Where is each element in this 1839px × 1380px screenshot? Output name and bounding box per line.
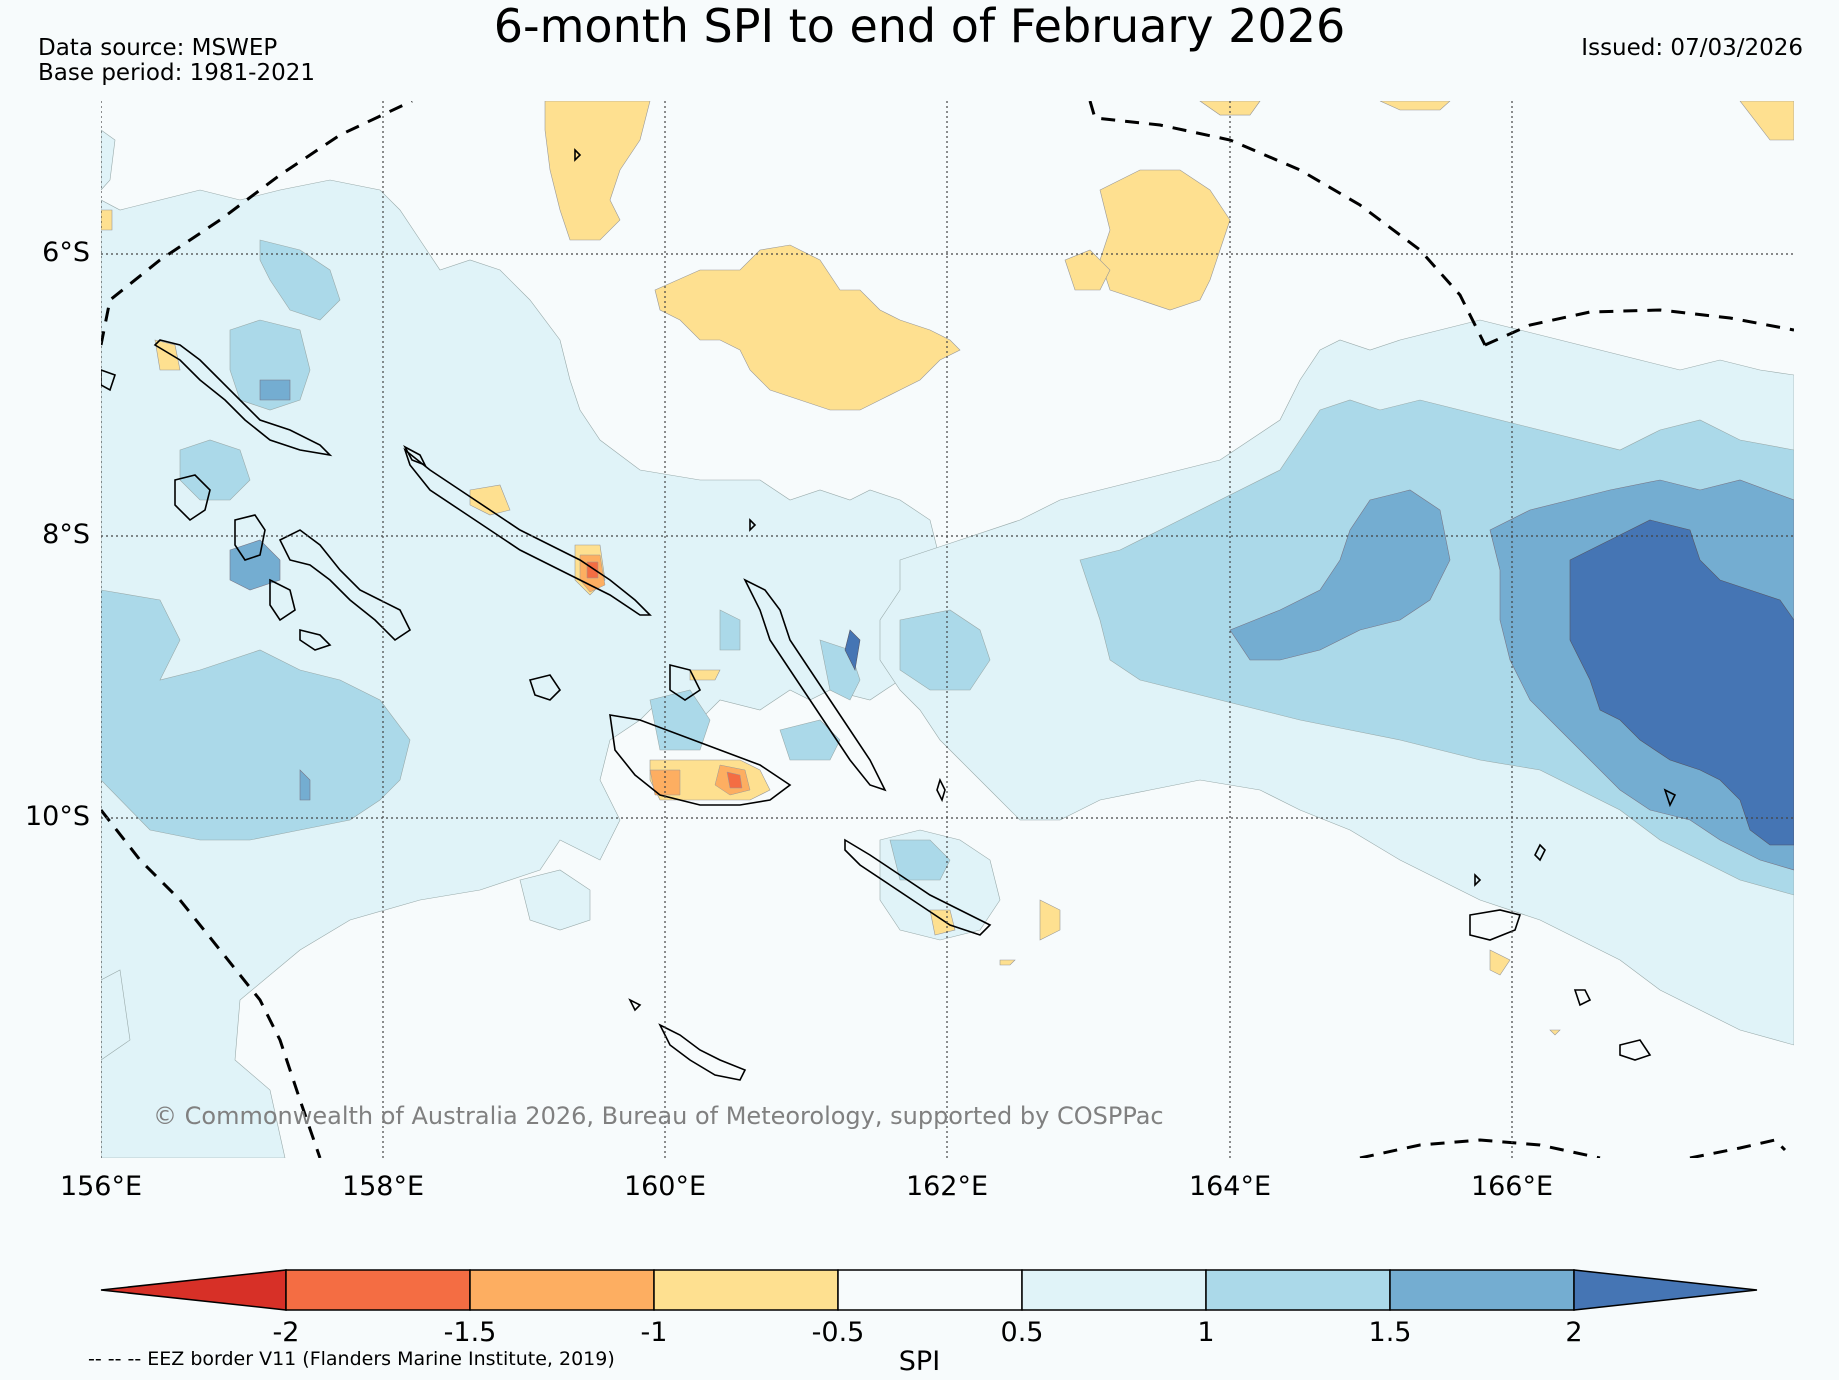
spi-map <box>101 101 1794 1158</box>
cbar-tick: -1 <box>640 1317 668 1348</box>
cbar-tick: 1 <box>1197 1317 1215 1348</box>
colorbar-label: SPI <box>898 1346 941 1377</box>
cbar-tick: 2 <box>1565 1317 1583 1348</box>
lat-label-6s: 6°S <box>42 237 90 268</box>
lon-label-160e: 160°E <box>623 1171 707 1202</box>
lon-label-158e: 158°E <box>341 1171 425 1202</box>
island-coastlines <box>101 148 1677 1081</box>
data-info: Data source: MSWEP Base period: 1981-202… <box>38 36 315 86</box>
cbar-tick: 0.5 <box>1000 1317 1044 1348</box>
lat-label-10s: 10°S <box>25 801 90 832</box>
eez-legend-note: -- -- -- EEZ border V11 (Flanders Marine… <box>88 1348 615 1370</box>
lon-label-166e: 166°E <box>1470 1171 1554 1202</box>
cbar-segment-neutral <box>837 1269 1023 1311</box>
lon-label-156e: 156°E <box>59 1171 143 1202</box>
base-period: Base period: 1981-2021 <box>38 60 316 86</box>
data-source: Data source: MSWEP <box>38 35 278 61</box>
cbar-segment-0.5-1 <box>1021 1269 1207 1311</box>
spi-colorbar <box>100 1269 1758 1311</box>
lon-label-162e: 162°E <box>905 1171 989 1202</box>
copyright-notice: © Commonwealth of Australia 2026, Bureau… <box>153 1102 1164 1130</box>
cbar-segment-1.5-2 <box>1389 1269 1575 1311</box>
cbar-tick: -1.5 <box>443 1317 497 1348</box>
cbar-segment-minus1.5-minus1 <box>469 1269 655 1311</box>
cbar-tick: -2 <box>272 1317 300 1348</box>
lat-label-8s: 8°S <box>42 519 90 550</box>
cbar-segment-1-1.5 <box>1205 1269 1391 1311</box>
spi-contours <box>101 101 1794 1158</box>
issued-date: Issued: 07/03/2026 <box>1581 35 1803 61</box>
graticule <box>101 101 1794 1158</box>
eez-borders <box>101 101 1794 1158</box>
spi-above-2-region <box>844 519 1794 846</box>
map-title: 6-month SPI to end of February 2026 <box>493 0 1346 53</box>
cbar-segment-below-minus2 <box>100 1269 287 1311</box>
cbar-segment-above-2 <box>1573 1269 1758 1311</box>
cbar-tick: -0.5 <box>811 1317 865 1348</box>
lon-label-164e: 164°E <box>1188 1171 1272 1202</box>
cbar-tick: 1.5 <box>1368 1317 1412 1348</box>
cbar-segment-minus1-minus0.5 <box>653 1269 839 1311</box>
cbar-segment-minus2-minus1.5 <box>285 1269 471 1311</box>
